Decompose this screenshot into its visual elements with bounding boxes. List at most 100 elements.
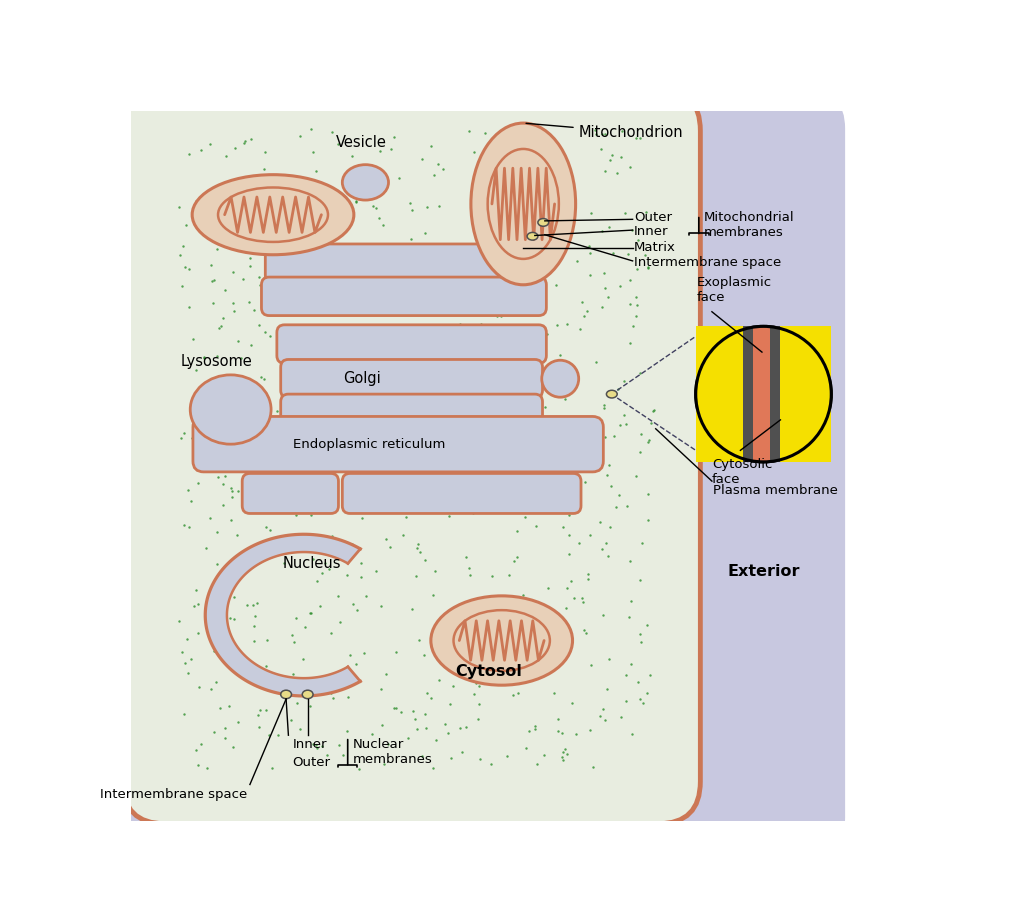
Point bbox=[409, 722, 425, 737]
Point bbox=[435, 239, 452, 254]
Point bbox=[209, 242, 225, 257]
Point bbox=[258, 633, 274, 648]
Point bbox=[354, 339, 371, 354]
Point bbox=[433, 438, 450, 452]
Point bbox=[632, 366, 648, 380]
Point bbox=[471, 678, 487, 693]
Point bbox=[196, 350, 212, 365]
Point bbox=[217, 283, 233, 298]
Point bbox=[419, 686, 435, 701]
Point bbox=[284, 303, 300, 318]
Point bbox=[403, 203, 420, 218]
Point bbox=[375, 218, 391, 233]
Point bbox=[209, 557, 225, 571]
Point bbox=[236, 173, 252, 187]
Ellipse shape bbox=[606, 390, 617, 398]
Point bbox=[413, 290, 429, 305]
Point bbox=[225, 304, 242, 318]
Point bbox=[304, 145, 321, 160]
FancyBboxPatch shape bbox=[243, 473, 339, 513]
Point bbox=[289, 695, 305, 710]
Point bbox=[400, 730, 417, 745]
Point bbox=[330, 589, 346, 604]
Point bbox=[416, 445, 432, 460]
Point bbox=[347, 656, 364, 671]
Point bbox=[469, 467, 485, 482]
Text: Nucleus: Nucleus bbox=[283, 557, 341, 571]
Point bbox=[495, 150, 511, 164]
Point bbox=[358, 473, 375, 488]
Point bbox=[345, 597, 361, 612]
Text: Inner: Inner bbox=[634, 225, 669, 238]
Point bbox=[186, 453, 203, 468]
Point bbox=[559, 318, 575, 332]
Point bbox=[527, 721, 544, 736]
Point bbox=[501, 185, 517, 199]
Point bbox=[605, 429, 622, 444]
Point bbox=[630, 674, 646, 689]
Point bbox=[258, 702, 274, 717]
Point bbox=[206, 725, 222, 739]
Point bbox=[554, 431, 570, 446]
Ellipse shape bbox=[527, 233, 538, 240]
Text: Outer: Outer bbox=[634, 211, 672, 224]
Point bbox=[455, 291, 471, 306]
Point bbox=[177, 259, 194, 274]
Point bbox=[629, 261, 645, 276]
Point bbox=[417, 225, 433, 240]
FancyBboxPatch shape bbox=[193, 416, 603, 472]
Point bbox=[194, 737, 210, 751]
Point bbox=[489, 669, 506, 684]
Point bbox=[326, 453, 342, 468]
Point bbox=[584, 658, 600, 673]
Point bbox=[282, 333, 298, 348]
Point bbox=[476, 625, 493, 640]
Point bbox=[392, 704, 409, 719]
Point bbox=[539, 366, 555, 381]
Point bbox=[489, 363, 506, 378]
Point bbox=[574, 591, 591, 605]
Point bbox=[567, 726, 584, 741]
Point bbox=[347, 275, 364, 290]
Point bbox=[292, 222, 308, 237]
Point bbox=[409, 410, 425, 425]
Point bbox=[251, 278, 267, 293]
Bar bbox=[754, 327, 770, 462]
Point bbox=[641, 667, 657, 682]
Point bbox=[536, 235, 552, 250]
Point bbox=[566, 591, 583, 605]
Point bbox=[309, 741, 326, 756]
Point bbox=[449, 450, 465, 465]
Point bbox=[371, 210, 387, 225]
Point bbox=[295, 652, 311, 666]
Point bbox=[241, 295, 257, 310]
Point bbox=[288, 508, 304, 522]
Point bbox=[599, 467, 615, 482]
Point bbox=[613, 710, 630, 725]
Point bbox=[292, 206, 308, 221]
Point bbox=[466, 431, 482, 446]
Point bbox=[384, 444, 400, 459]
Point bbox=[503, 342, 519, 356]
Point bbox=[230, 714, 247, 729]
Point bbox=[632, 131, 648, 146]
Point bbox=[196, 222, 212, 237]
Point bbox=[640, 435, 656, 450]
Point bbox=[470, 712, 486, 726]
Point bbox=[628, 308, 644, 323]
Point bbox=[308, 574, 325, 589]
Point bbox=[330, 137, 346, 151]
Point bbox=[247, 609, 263, 624]
Point bbox=[255, 372, 271, 387]
Point bbox=[206, 643, 222, 658]
Point bbox=[288, 610, 304, 625]
Point bbox=[464, 257, 480, 271]
Point bbox=[597, 126, 613, 141]
Point bbox=[234, 413, 251, 427]
Point bbox=[582, 527, 598, 542]
Point bbox=[532, 499, 549, 514]
Point bbox=[549, 318, 565, 332]
Point bbox=[324, 341, 340, 355]
Point bbox=[268, 404, 285, 419]
Point bbox=[600, 549, 616, 564]
